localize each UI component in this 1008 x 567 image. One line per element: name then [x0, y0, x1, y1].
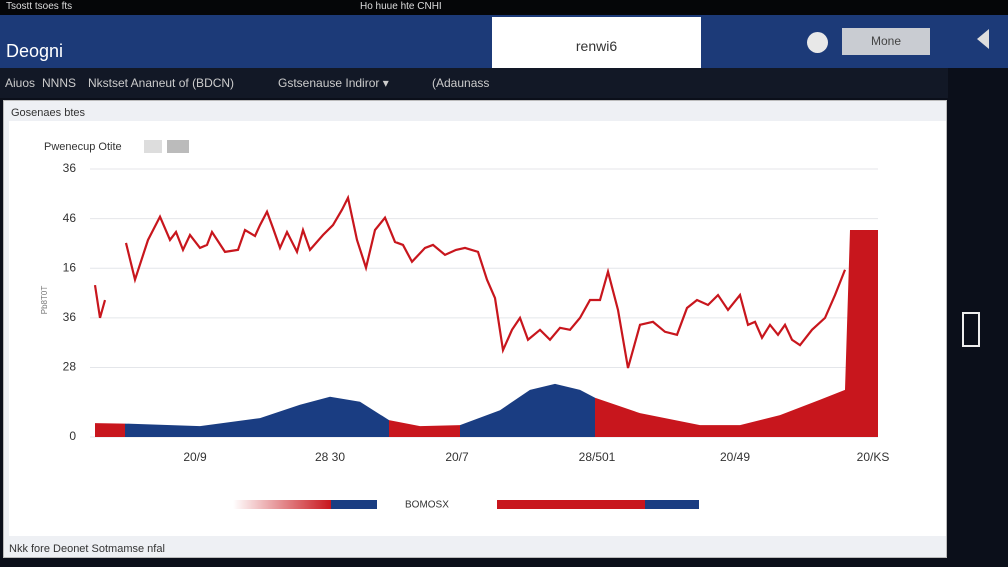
area: [460, 383, 595, 437]
y-tick-label: 36: [63, 310, 77, 324]
y-tick-label: 16: [63, 260, 77, 274]
y-tick-label: 0: [69, 429, 76, 443]
side-icon[interactable]: [962, 312, 980, 347]
circle-button[interactable]: [807, 32, 828, 53]
back-arrow[interactable]: [977, 29, 989, 49]
y-tick-label: 28: [63, 360, 77, 374]
legend-swatch: [144, 140, 162, 153]
area: [389, 420, 460, 437]
panel-footer: Nkk fore Deonet Sotmamse nfal: [9, 543, 165, 555]
x-tick-label: 20/49: [720, 450, 750, 464]
y-tick-label: 46: [63, 211, 77, 225]
subheader-item[interactable]: Nkstset Ananeut of (BDCN): [88, 76, 235, 90]
x-tick-label: 28 30: [315, 450, 345, 464]
tab[interactable]: renwi6: [492, 17, 701, 68]
area: [125, 396, 389, 437]
app-title: Deogni: [6, 41, 64, 61]
y-axis-label: Pb8T0T: [40, 286, 49, 315]
legend-swatch: [167, 140, 189, 153]
panel-title: Gosenaes btes: [11, 107, 85, 119]
subheader-item[interactable]: Aiuos: [5, 76, 36, 90]
chart-card: [9, 121, 946, 536]
area: [595, 230, 878, 437]
status-left: Tsostt tsoes fts: [6, 1, 73, 12]
line: [93, 194, 847, 369]
x-tick-label: 28/501: [579, 450, 616, 464]
y-tick-label: 36: [63, 161, 77, 175]
subheader-item[interactable]: NNNS: [42, 76, 77, 90]
area: [95, 423, 125, 437]
status-bar: Tsostt tsoes fts Ho huue hte CNHI: [0, 0, 1008, 15]
legend-bar: [497, 500, 645, 509]
header: Deogni renwi6 Mone: [0, 15, 1008, 68]
legend-bar: [233, 500, 331, 509]
legend-bar: [331, 500, 377, 509]
chart-title: Pwenecup Otite: [44, 141, 122, 153]
legend-bar: [645, 500, 699, 509]
subheader-item[interactable]: (Adaunass: [432, 76, 490, 90]
x-tick-label: 20/7: [445, 450, 469, 464]
subheader-item[interactable]: Gstsenause Indiror ▾: [278, 76, 389, 90]
subheader: Aiuos NNNS Nkstset Ananeut of (BDCN) Gstsen…: [0, 68, 948, 98]
status-center: Ho huue hte CNHI: [360, 1, 442, 12]
more-button[interactable]: Mone: [842, 28, 930, 55]
x-tick-label: 20/9: [183, 450, 207, 464]
legend-text: BOMOSX: [405, 500, 449, 511]
x-tick-label: 20/KS: [857, 450, 890, 464]
panel: Gosenaes btes Nkk fore Deonet Sotmamse n…: [3, 100, 947, 558]
